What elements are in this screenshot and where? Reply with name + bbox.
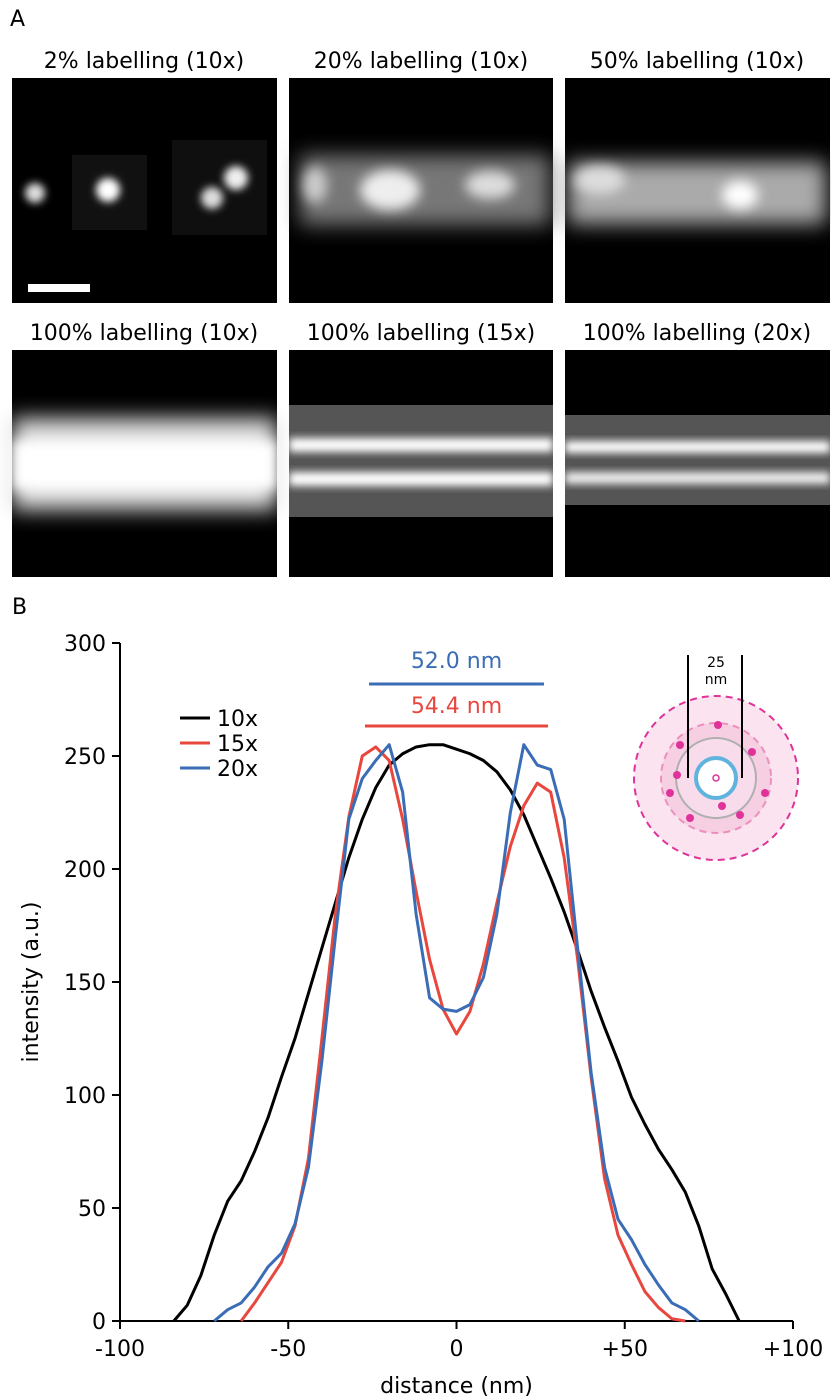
y-tick-label: 100 [64,1084,106,1109]
micrograph [12,350,277,577]
y-tick-label: 200 [64,858,106,883]
inset-label: 25 [707,655,725,671]
y-tick-label: 250 [64,745,106,770]
image-title: 50% labelling (10x) [590,49,804,74]
series-line [213,743,700,1323]
y-axis-title: intensity (a.u.) [19,902,44,1063]
y-tick-label: 50 [78,1197,106,1222]
inset-label: nm [705,672,728,688]
image-title: 2% labelling (10x) [44,49,244,74]
x-tick-label: -100 [95,1337,145,1362]
image-title: 20% labelling (10x) [314,49,528,74]
panel-label: B [12,595,27,620]
legend-label: 15x [217,732,258,757]
inset-schematic: 25 nm [633,655,799,861]
series-line [172,743,741,1322]
annotation-label: 54.4 nm [411,694,502,719]
x-tick-label: -50 [270,1337,306,1362]
x-axis-title: distance (nm) [380,1374,533,1399]
x-tick-label: 0 [450,1337,464,1362]
micrograph [289,78,553,303]
annotation-label: 52.0 nm [411,649,502,674]
x-tick-label: +50 [602,1337,648,1362]
x-tick-label: +100 [763,1337,823,1362]
image-title: 100% labelling (10x) [30,321,258,346]
micrograph [12,78,277,303]
y-tick-label: 300 [64,632,106,657]
y-tick-label: 150 [64,971,106,996]
panel-label: A [10,7,25,32]
micrograph [565,350,830,577]
micrograph [289,350,553,577]
legend-label: 10x [217,707,258,732]
image-title: 100% labelling (20x) [583,321,811,346]
image-title: 100% labelling (15x) [307,321,535,346]
y-tick-label: 0 [92,1310,106,1335]
series-line [239,745,686,1323]
legend-label: 20x [217,757,258,782]
micrograph [565,78,830,303]
